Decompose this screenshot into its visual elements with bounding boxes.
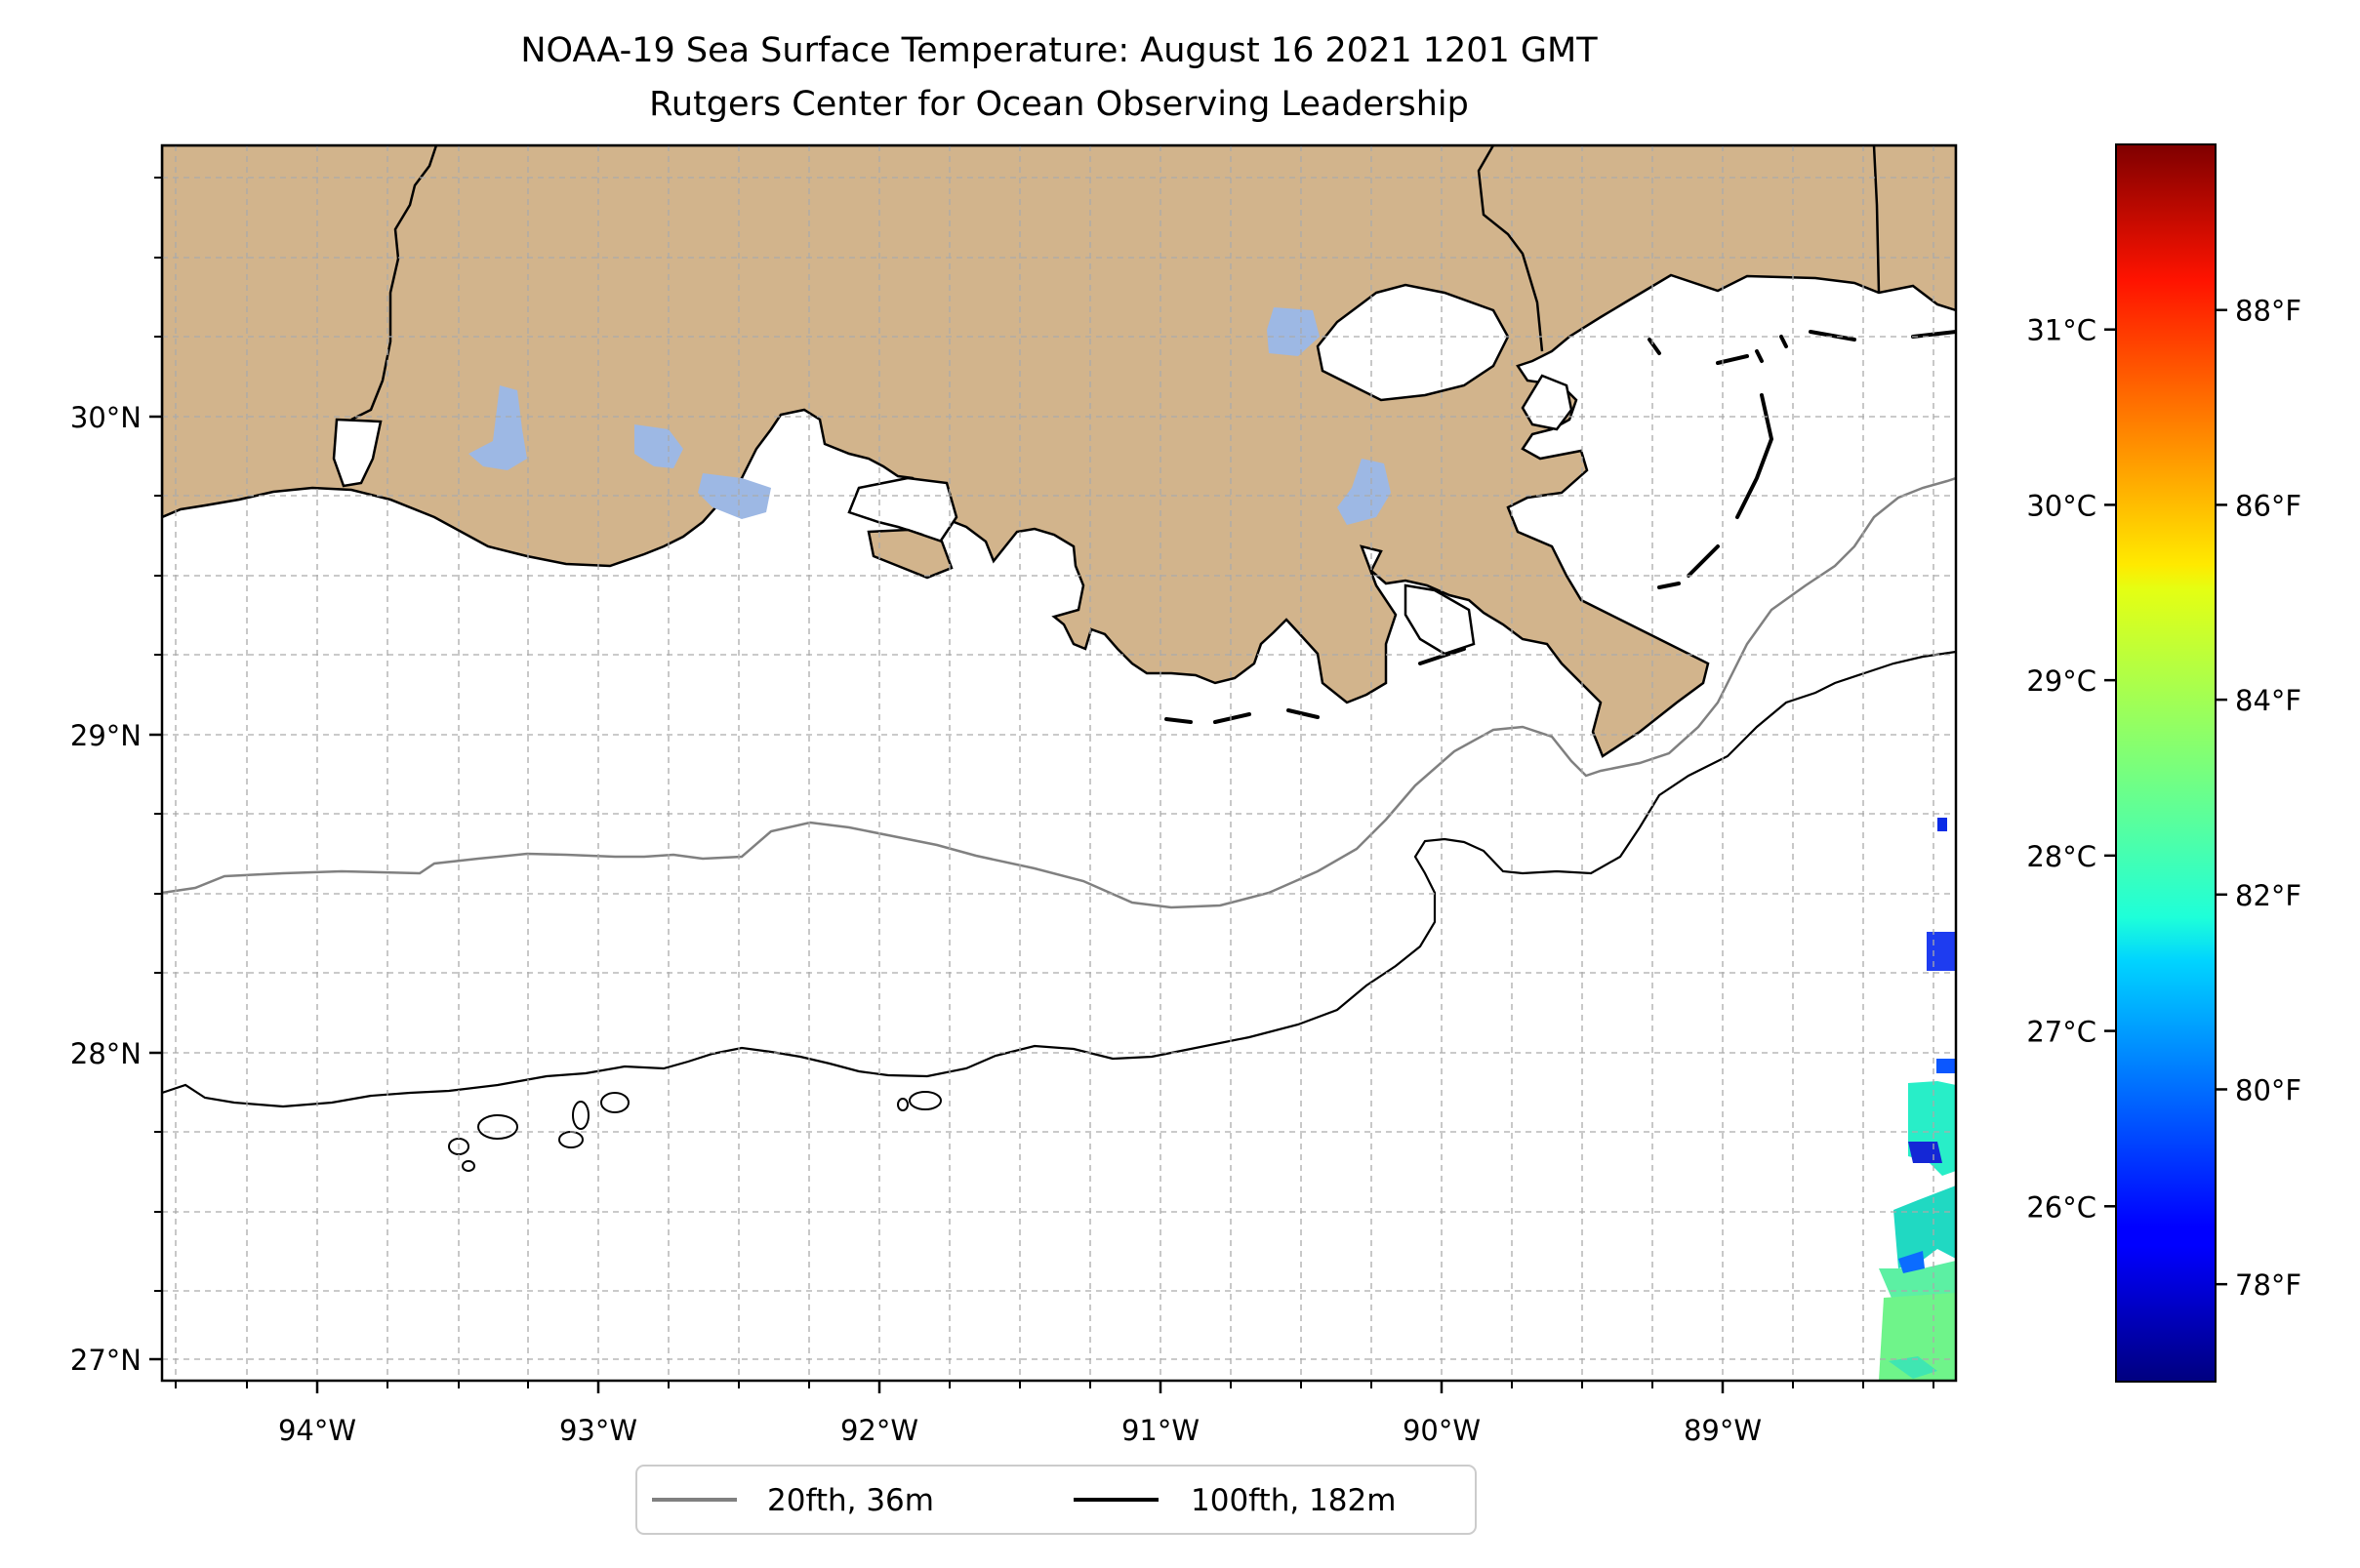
colorbar-celsius-label: 30°C: [2026, 489, 2096, 522]
sabine-lake: [332, 418, 383, 488]
lon-tick-label: 91°W: [1121, 1414, 1200, 1447]
lon-tick-label: 90°W: [1403, 1414, 1481, 1447]
contour-100fth: [162, 650, 1956, 1108]
map-frame: [160, 143, 1958, 1383]
land-mass: [162, 145, 1956, 758]
colorbar-fahrenheit-label: 80°F: [2235, 1073, 2301, 1106]
lat-tick-label: 29°N: [70, 719, 142, 752]
lat-axis: 30°N 29°N 28°N 27°N: [70, 401, 162, 1377]
marsh-island: [867, 528, 954, 580]
state-border-la-ms: [1477, 145, 1544, 352]
state-border-ms-al: [1872, 145, 1881, 294]
lat-tick-label: 28°N: [70, 1037, 142, 1070]
colorbar: 31°C 30°C 29°C 28°C 27°C 26°C 88°F 86°F 84°F 82°…: [2026, 143, 2301, 1383]
colorbar-fahrenheit-label: 82°F: [2235, 879, 2301, 912]
map-title-line-2: Rutgers Center for Ocean Observing Leade…: [649, 85, 1469, 124]
lon-tick-label: 93°W: [559, 1414, 637, 1447]
map-title-line-1: NOAA-19 Sea Surface Temperature: August …: [520, 31, 1598, 70]
lake-borgne: [1521, 374, 1573, 431]
map-area[interactable]: [162, 145, 1956, 1381]
calcasieu-lake: [468, 385, 527, 470]
colorbar-fahrenheit-ticks: 88°F 86°F 84°F 82°F 80°F 78°F: [2216, 295, 2301, 1302]
lake-maurepas: [1267, 307, 1320, 356]
colorbar-fahrenheit-label: 84°F: [2235, 684, 2301, 717]
colorbar-celsius-label: 31°C: [2026, 314, 2096, 347]
colorbar-celsius-label: 28°C: [2026, 840, 2096, 873]
colorbar-celsius-label: 26°C: [2026, 1190, 2096, 1224]
lat-tick-label: 30°N: [70, 401, 142, 434]
grand-lake: [634, 424, 683, 468]
lon-tick-label: 92°W: [840, 1414, 918, 1447]
colorbar-celsius-label: 27°C: [2026, 1016, 2096, 1049]
lake-salvador: [1337, 459, 1391, 525]
contour-legend: 20fth, 36m 100fth, 182m: [635, 1465, 1477, 1535]
map-grid: [162, 145, 1956, 1381]
colorbar-celsius-ticks: 31°C 30°C 29°C 28°C 27°C 26°C: [2026, 314, 2116, 1224]
legend-label-100fth: 100fth, 182m: [1191, 1483, 1396, 1518]
lake-pontchartrain: [1316, 283, 1510, 402]
state-border-tx-la: [350, 145, 438, 422]
lon-tick-label: 94°W: [278, 1414, 356, 1447]
lon-axis: 94°W 93°W 92°W 91°W 90°W 89°W: [278, 1381, 1762, 1447]
lon-tick-label: 89°W: [1684, 1414, 1762, 1447]
contour-20fth: [162, 476, 1956, 909]
lat-tick-label: 27°N: [70, 1344, 142, 1377]
minor-ticks: [154, 177, 1934, 1388]
colorbar-fahrenheit-label: 88°F: [2235, 295, 2301, 328]
sst-data-patches: [1879, 818, 1956, 1381]
colorbar-fahrenheit-label: 78°F: [2235, 1268, 2301, 1302]
colorbar-celsius-label: 29°C: [2026, 664, 2096, 698]
colorbar-fahrenheit-label: 86°F: [2235, 489, 2301, 522]
colorbar-gradient: [2115, 143, 2217, 1383]
legend-label-20fth: 20fth, 36m: [767, 1483, 934, 1518]
